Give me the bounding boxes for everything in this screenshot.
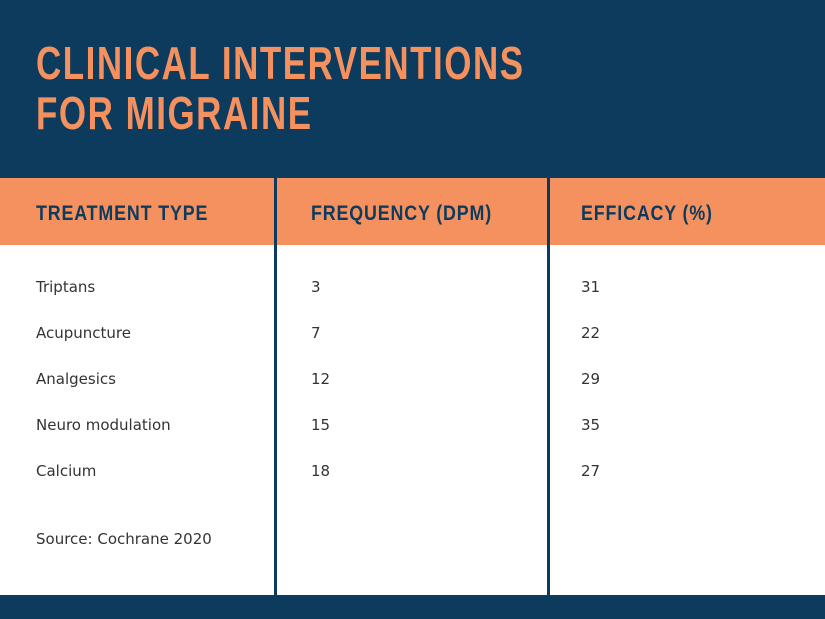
column-header: TREATMENT TYPE — [36, 202, 209, 225]
table-cell: 27 — [581, 462, 601, 480]
table-cell: Triptans — [36, 278, 96, 296]
column-header: FREQUENCY (DPM) — [311, 202, 493, 225]
column-divider — [274, 178, 277, 595]
table-cell: 31 — [581, 278, 601, 296]
column-header: EFFICACY (%) — [581, 202, 713, 225]
column-divider — [547, 178, 550, 595]
table-cell: 3 — [311, 278, 321, 296]
table-cell: 22 — [581, 324, 601, 342]
table-cell: Neuro modulation — [36, 416, 171, 434]
title: CLINICAL INTERVENTIONS FOR MIGRAINE — [36, 37, 525, 139]
column-header-band — [0, 178, 825, 245]
header-background — [0, 0, 825, 178]
table-cell: 18 — [311, 462, 331, 480]
table-cell: Analgesics — [36, 370, 116, 388]
source-note: Source: Cochrane 2020 — [36, 530, 212, 548]
table-cell: 29 — [581, 370, 601, 388]
table-cell: 15 — [311, 416, 331, 434]
table-cell: 35 — [581, 416, 601, 434]
table-cell: Acupuncture — [36, 324, 131, 342]
table-cell: 7 — [311, 324, 321, 342]
footer-band — [0, 595, 825, 619]
table-cell: 12 — [311, 370, 331, 388]
table-cell: Calcium — [36, 462, 97, 480]
